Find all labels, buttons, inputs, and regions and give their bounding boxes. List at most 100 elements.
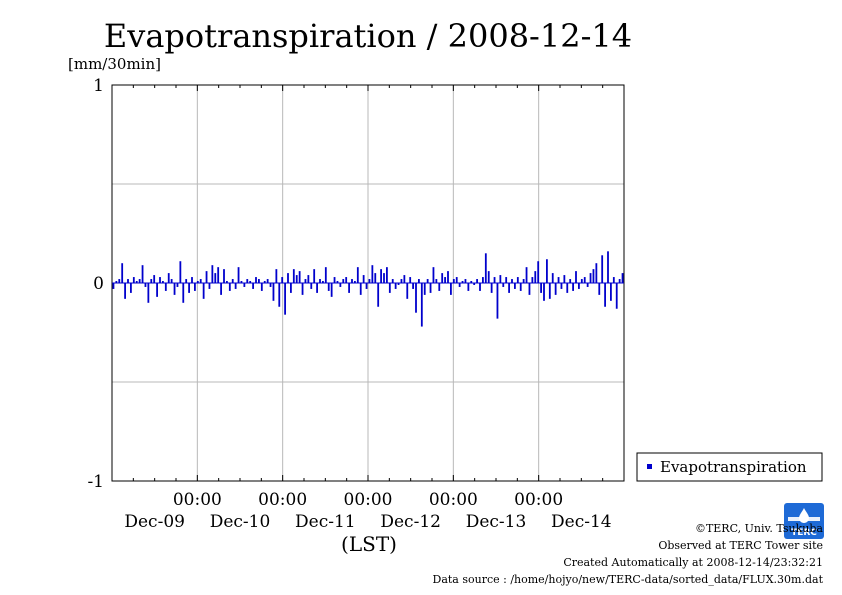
- bar: [490, 283, 493, 293]
- bar: [179, 261, 182, 283]
- bar: [345, 277, 348, 283]
- bar: [342, 279, 345, 283]
- bar: [330, 283, 333, 297]
- bar: [301, 283, 304, 295]
- bar: [476, 279, 478, 283]
- bar: [450, 283, 452, 295]
- bar: [374, 273, 377, 283]
- bar: [531, 277, 534, 283]
- bar: [435, 279, 438, 283]
- x-day-label: Dec-14: [551, 512, 612, 532]
- x-tick-time-label: 00:00: [344, 490, 393, 510]
- bar: [540, 283, 542, 293]
- y-axis-unit: [mm/30min]: [68, 55, 161, 73]
- bar: [284, 283, 286, 315]
- terc-logo: TERC: [784, 503, 824, 539]
- bar: [191, 277, 193, 283]
- bar: [569, 279, 572, 283]
- bar: [199, 279, 202, 283]
- bar: [467, 283, 470, 291]
- bar: [220, 283, 222, 295]
- bar: [249, 281, 252, 283]
- x-tick-time-label: 00:00: [429, 490, 478, 510]
- bar: [124, 283, 126, 299]
- x-day-label: Dec-12: [380, 512, 441, 532]
- bar: [412, 283, 414, 289]
- bar: [612, 277, 615, 283]
- bar: [519, 283, 522, 291]
- bar: [505, 277, 508, 283]
- bar: [246, 279, 249, 283]
- bar: [164, 283, 167, 291]
- logo-text: TERC: [791, 528, 817, 538]
- bar: [377, 283, 380, 307]
- legend-box: [636, 452, 823, 482]
- bar: [537, 261, 540, 283]
- bar: [182, 283, 185, 303]
- bar: [156, 283, 158, 297]
- bar: [438, 283, 441, 291]
- bar: [479, 283, 481, 291]
- series-evapotranspiration: [112, 251, 624, 327]
- bar: [255, 277, 257, 283]
- bar: [217, 267, 220, 283]
- bar: [141, 265, 144, 283]
- bar: [583, 277, 586, 283]
- bar: [522, 279, 525, 283]
- bar: [135, 281, 138, 283]
- x-day-label: Dec-13: [466, 512, 527, 532]
- y-tick-label: 0: [93, 274, 104, 294]
- bar: [226, 281, 228, 283]
- bar: [528, 283, 531, 295]
- bar: [575, 271, 577, 283]
- bar: [429, 283, 432, 293]
- bar: [484, 253, 487, 283]
- bar: [546, 259, 548, 283]
- bar: [487, 271, 490, 283]
- bar: [578, 283, 580, 289]
- bar: [223, 269, 225, 283]
- bar: [580, 279, 583, 283]
- credit-observed: Observed at TERC Tower site: [658, 539, 823, 552]
- bar: [406, 283, 409, 299]
- bar: [563, 275, 566, 283]
- bar: [514, 283, 516, 289]
- bar: [185, 279, 188, 283]
- bar: [159, 277, 161, 283]
- bar: [130, 283, 132, 293]
- bar: [394, 283, 397, 289]
- bar: [447, 271, 449, 283]
- bar: [153, 275, 156, 283]
- bar: [243, 283, 246, 287]
- bar: [482, 277, 484, 283]
- x-day-label: Dec-10: [210, 512, 271, 532]
- bar: [194, 283, 196, 291]
- bar: [572, 283, 574, 291]
- bar: [508, 283, 510, 293]
- bar: [176, 283, 179, 287]
- bar: [511, 279, 513, 283]
- bar: [202, 283, 205, 299]
- credit-created: Created Automatically at 2008-12-14/23:3…: [563, 556, 823, 569]
- bar: [496, 283, 499, 319]
- bar: [196, 281, 199, 283]
- bar: [214, 273, 217, 283]
- bar: [228, 283, 231, 291]
- bar: [170, 279, 173, 283]
- bar: [307, 275, 310, 283]
- y-tick-label: -1: [87, 472, 104, 492]
- bar: [409, 277, 412, 283]
- bar: [310, 283, 313, 289]
- bar: [348, 283, 350, 293]
- bar: [525, 267, 528, 283]
- bar: [516, 277, 519, 283]
- bar: [275, 269, 278, 283]
- bar: [423, 283, 426, 295]
- bar: [595, 263, 598, 283]
- bar: [426, 279, 429, 283]
- bar: [359, 283, 362, 295]
- bar: [281, 277, 284, 283]
- bar: [586, 283, 589, 287]
- bar: [173, 283, 176, 295]
- x-axis-label: (LST): [341, 532, 397, 556]
